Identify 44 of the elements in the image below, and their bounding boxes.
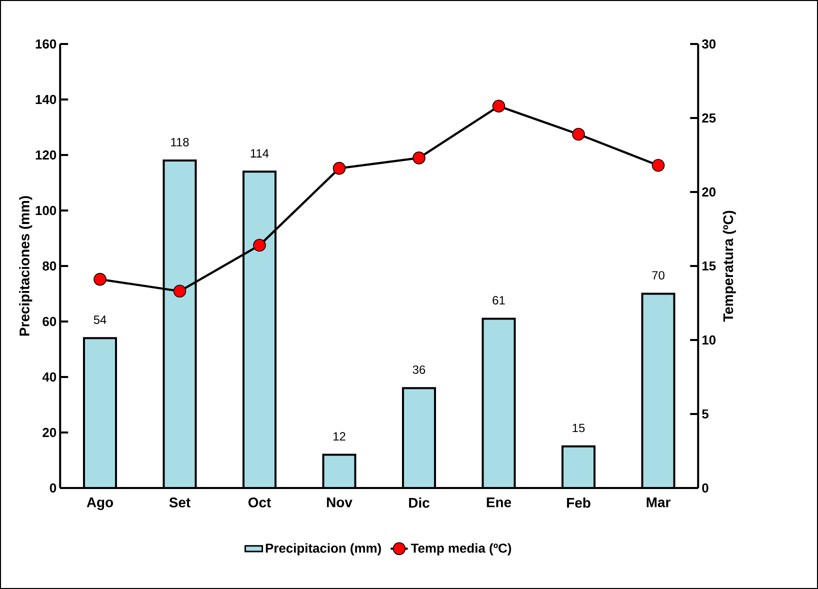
y2-tick-label: 5 <box>702 409 708 419</box>
data-label: 12 <box>334 432 346 440</box>
point <box>253 238 266 252</box>
y-tick-label: 40 <box>42 372 56 382</box>
x-tick-label: Mar <box>646 498 670 508</box>
point <box>492 100 506 113</box>
y2-tick-label: 15 <box>702 261 716 271</box>
legend-label: Precipitacion (mm) <box>266 543 381 556</box>
legend-label: Temp media (ºC) <box>410 543 512 556</box>
y-tick-label: 100 <box>36 206 56 216</box>
point <box>572 128 585 141</box>
y-tick-label: 140 <box>36 94 56 104</box>
y2-tick-label: 30 <box>702 39 716 49</box>
x-tick-label: Dic <box>409 498 430 508</box>
point <box>652 158 665 172</box>
data-label: 114 <box>250 149 269 158</box>
x-tick-label: Nov <box>327 498 352 508</box>
y-tick-label: 80 <box>42 261 56 271</box>
y-tick-label: 60 <box>42 316 56 326</box>
x-tick-label: Oct <box>248 498 271 508</box>
point <box>412 152 426 164</box>
y-axis-title: Precipitaciones (mm) <box>19 196 32 336</box>
y-tick-label: 20 <box>42 428 56 438</box>
y-tick-label: 160 <box>36 39 56 49</box>
y-tick-label: 120 <box>36 150 56 160</box>
y2-tick-label: 25 <box>702 113 716 123</box>
y2-tick-label: 10 <box>702 335 716 345</box>
point <box>94 272 106 286</box>
y2-axis-title: Temperatura (ºC) <box>722 210 736 322</box>
y2-tick-label: 20 <box>702 187 716 197</box>
y2-tick-label: 0 <box>702 483 708 493</box>
x-tick-label: Ago <box>86 498 114 510</box>
x-tick-label: Set <box>169 498 190 508</box>
data-label: 36 <box>412 365 426 374</box>
data-label: 61 <box>492 296 505 305</box>
data-label: 54 <box>94 316 106 324</box>
data-label: 15 <box>572 424 585 432</box>
y-tick-label: 0 <box>50 483 56 493</box>
point <box>332 162 346 175</box>
data-label: 70 <box>652 271 664 280</box>
point <box>173 284 186 298</box>
x-tick-label: Ene <box>486 498 512 508</box>
x-tick-label: Feb <box>567 498 590 508</box>
data-label: 118 <box>171 138 189 146</box>
